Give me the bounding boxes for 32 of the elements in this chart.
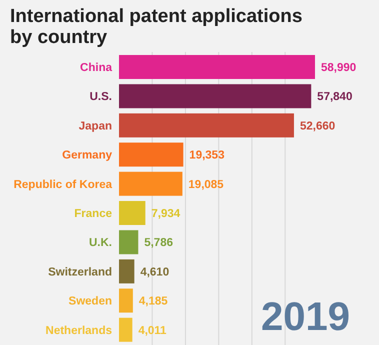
data-label: 52,660	[300, 120, 336, 132]
data-label: 57,840	[317, 91, 352, 104]
data-label: 19,353	[189, 150, 224, 162]
chart-title: International patent applications by country	[10, 6, 302, 48]
y-tick-label: Switzerland	[48, 266, 112, 278]
y-tick-label: Sweden	[68, 296, 112, 308]
bar	[119, 84, 312, 108]
y-tick-label: U.S.	[90, 91, 112, 104]
data-label: 19,085	[188, 178, 224, 191]
annotation: 2019	[261, 295, 350, 339]
bar	[119, 113, 294, 138]
data-label: 7,934	[151, 208, 181, 220]
bar	[119, 55, 315, 79]
bar	[119, 201, 146, 225]
bar	[119, 288, 133, 313]
data-label: 4,610	[140, 266, 170, 278]
y-tick-label: U.K.	[89, 237, 112, 250]
data-label: 58,990	[321, 62, 356, 74]
bar	[119, 318, 132, 342]
y-tick-label: Japan	[78, 120, 112, 132]
data-label: 4,011	[138, 324, 168, 337]
bar	[119, 172, 182, 196]
y-tick-label: France	[74, 208, 112, 220]
bar	[119, 142, 184, 167]
data-label: 4,185	[138, 296, 168, 308]
y-tick-label: Germany	[62, 150, 113, 162]
y-tick-label: China	[80, 62, 113, 74]
data-label: 5,786	[144, 237, 174, 250]
bar	[119, 259, 134, 284]
y-tick-label: Netherlands	[46, 324, 112, 337]
y-tick-label: Republic of Korea	[14, 178, 113, 191]
bar	[119, 230, 138, 254]
